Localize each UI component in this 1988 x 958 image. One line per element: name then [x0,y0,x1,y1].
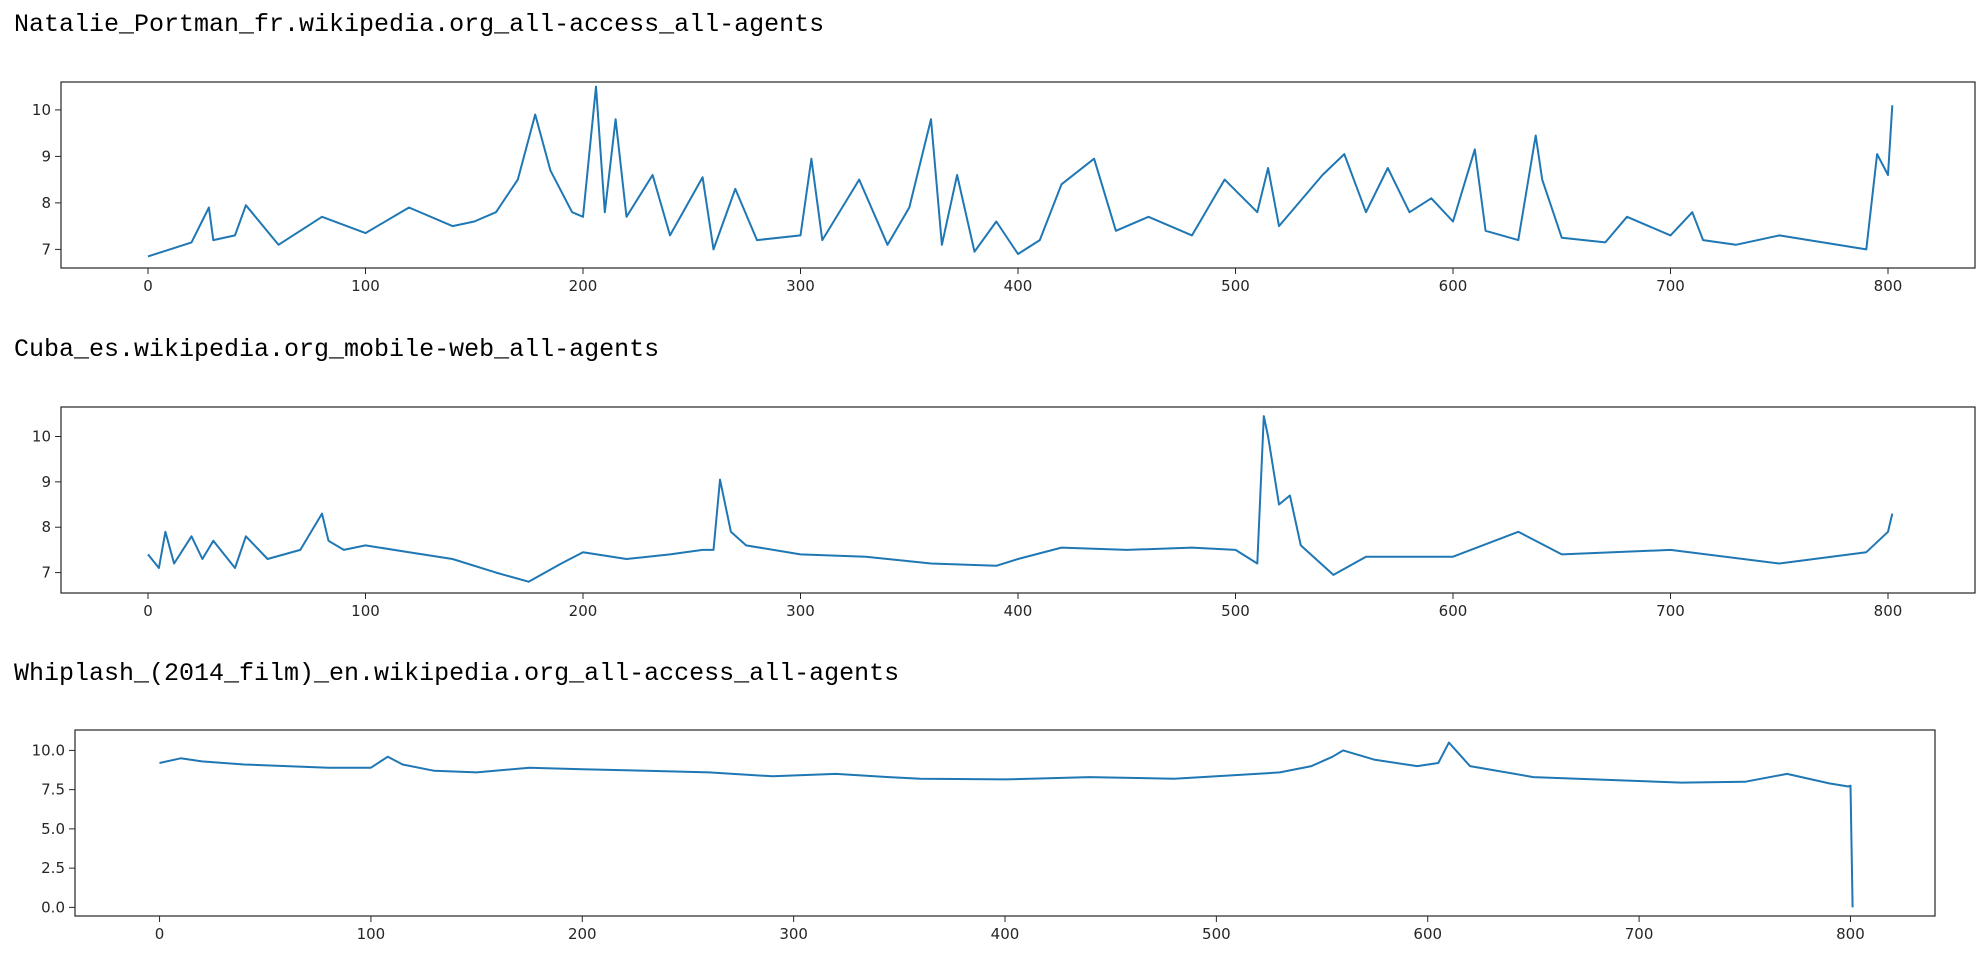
y-tick-label: 5.0 [41,820,65,838]
plot-frame [60,406,1976,594]
chart-title-3: Whiplash_(2014_film)_en.wikipedia.org_al… [14,659,900,688]
series-line-1 [147,415,1894,583]
y-tick-label: 9 [41,473,51,491]
x-tick-label: 300 [786,277,815,295]
x-tick-label: 500 [1202,925,1231,943]
chart-3: 0 100 200 300 400 500 600 700 800 0.0 2.5 5.0 7.5 10.… [32,729,1936,943]
x-tick-label: 700 [1625,925,1654,943]
x-tick-label: 400 [1004,602,1033,620]
x-tick-label: 400 [1004,277,1033,295]
x-tick-label: 200 [569,602,598,620]
x-tick-label: 100 [357,925,386,943]
y-tick-label: 7.5 [41,781,65,799]
plot-frame [60,81,1976,269]
x-tick-label: 700 [1656,602,1685,620]
y-tick-label: 0.0 [41,898,65,916]
x-tick-label: 100 [351,602,380,620]
x-tick-label: 200 [569,277,598,295]
x-tick-label: 600 [1413,925,1442,943]
y-tick-label: 10 [32,427,51,445]
chart-2: 0 100 200 300 400 500 600 700 800 7 8 9 10 [32,406,1976,620]
x-tick-label: 700 [1656,277,1685,295]
y-tick-label: 10 [32,101,51,119]
x-tick-label: 0 [143,277,153,295]
series-line-1 [159,741,1854,908]
x-tick-label: 0 [155,925,165,943]
x-tick-label: 300 [779,925,808,943]
x-tick-label: 800 [1874,602,1903,620]
y-tick-label: 7 [41,240,51,258]
y-tick-label: 9 [41,147,51,165]
x-tick-label: 400 [991,925,1020,943]
x-tick-label: 100 [351,277,380,295]
x-tick-label: 600 [1439,277,1468,295]
x-tick-label: 300 [786,602,815,620]
x-tick-label: 0 [143,602,153,620]
y-tick-label: 7 [41,564,51,582]
series-line-1 [147,85,1894,258]
y-tick-label: 8 [41,194,51,212]
x-tick-label: 500 [1221,602,1250,620]
y-tick-label: 8 [41,518,51,536]
chart-title-2: Cuba_es.wikipedia.org_mobile-web_all-age… [14,335,660,364]
y-tick-label: 2.5 [41,859,65,877]
chart-title-1: Natalie_Portman_fr.wikipedia.org_all-acc… [14,10,825,39]
x-tick-label: 800 [1874,277,1903,295]
y-tick-label: 10.0 [32,741,65,759]
x-tick-label: 600 [1439,602,1468,620]
x-tick-label: 800 [1836,925,1865,943]
chart-1: 0 100 200 300 400 500 600 700 800 7 8 9 10 [32,81,1976,295]
plot-frame [74,729,1936,917]
x-tick-label: 500 [1221,277,1250,295]
x-tick-label: 200 [568,925,597,943]
